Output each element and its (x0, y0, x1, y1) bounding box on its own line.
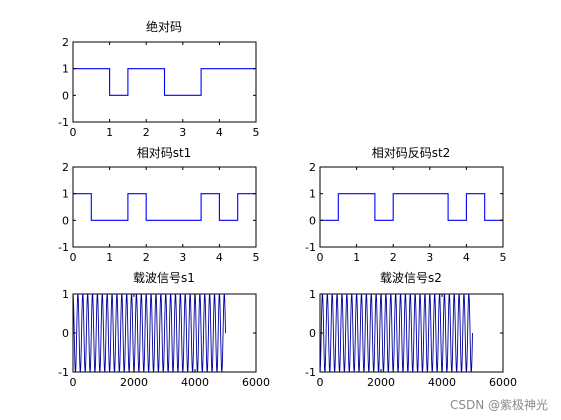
y-tick-label: -1 (58, 116, 69, 129)
x-tick-label: 0 (317, 376, 324, 389)
y-tick-label: -1 (58, 366, 69, 379)
plot-title: 绝对码 (146, 19, 182, 34)
y-tick-label: 0 (62, 89, 69, 102)
y-tick-label: 1 (62, 188, 69, 201)
x-tick-label: 5 (253, 126, 260, 139)
x-tick-label: 2 (143, 251, 150, 264)
plot-carrier-s1: 载波信号s1 0 2000 4000 6000-101 (58, 271, 270, 389)
x-tick-label: 4 (463, 251, 470, 264)
x-tick-label: 5 (500, 251, 507, 264)
x-tick-label: 3 (179, 251, 186, 264)
x-tick-label: 4 (216, 126, 223, 139)
y-tick-label: -1 (305, 366, 316, 379)
y-tick-label: -1 (305, 241, 316, 254)
y-tick-label: -1 (58, 241, 69, 254)
plot-carrier-s2: 载波信号s2 0 2000 4000 6000-101 (305, 271, 517, 389)
series-line (320, 193, 503, 221)
x-tick-label: 0 (317, 251, 324, 264)
x-tick-label: 5 (253, 251, 260, 264)
x-tick-label: 1 (106, 251, 113, 264)
y-tick-label: 0 (62, 214, 69, 227)
series-line (73, 68, 256, 96)
y-tick-label: 1 (62, 63, 69, 76)
x-tick-label: 2000 (367, 376, 395, 389)
x-tick-label: 6000 (242, 376, 270, 389)
y-tick-label: 2 (309, 161, 316, 174)
plot-title: 相对码反码st2 (372, 146, 451, 160)
y-tick-label: 1 (309, 188, 316, 201)
x-tick-label: 3 (179, 126, 186, 139)
x-tick-label: 3 (426, 251, 433, 264)
y-tick-label: 0 (62, 327, 69, 340)
y-tick-label: 0 (309, 327, 316, 340)
series-line (73, 193, 256, 221)
y-tick-label: 1 (309, 288, 316, 301)
axes-box (319, 166, 504, 248)
x-tick-label: 2000 (120, 376, 148, 389)
x-tick-label: 6000 (489, 376, 517, 389)
y-tick-label: 2 (62, 36, 69, 49)
watermark-text: CSDN @紫极神光 (450, 398, 548, 412)
axes-box (72, 166, 257, 248)
series-line (73, 293, 226, 373)
x-tick-label: 4000 (428, 376, 456, 389)
x-tick-label: 2 (390, 251, 397, 264)
y-tick-label: 2 (62, 161, 69, 174)
plot-title: 相对码st1 (137, 146, 192, 160)
x-tick-label: 1 (106, 126, 113, 139)
x-tick-label: 0 (70, 126, 77, 139)
x-tick-label: 4 (216, 251, 223, 264)
x-tick-label: 2 (143, 126, 150, 139)
y-tick-label: 1 (62, 288, 69, 301)
x-tick-label: 1 (353, 251, 360, 264)
plot-title: 载波信号s2 (380, 271, 442, 285)
x-tick-label: 0 (70, 376, 77, 389)
series-line (320, 293, 473, 373)
plot-title: 载波信号s1 (133, 271, 195, 285)
x-tick-label: 4000 (181, 376, 209, 389)
x-tick-label: 0 (70, 251, 77, 264)
y-tick-label: 0 (309, 214, 316, 227)
